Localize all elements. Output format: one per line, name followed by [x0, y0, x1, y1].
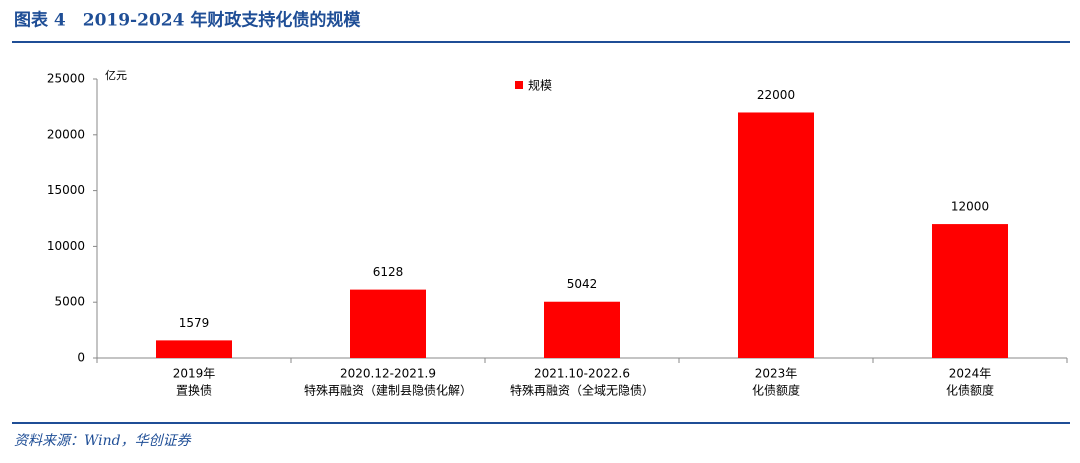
bar [544, 301, 620, 358]
x-tick-label: 化债额度 [752, 383, 800, 398]
x-tick-label: 2020.12-2021.9 [340, 367, 436, 381]
y-tick-label: 5000 [54, 295, 85, 309]
data-label: 6128 [373, 265, 404, 279]
bar [156, 340, 232, 358]
source-note: 资料来源：Wind，华创证券 [14, 433, 192, 449]
data-label: 12000 [951, 200, 989, 214]
legend-swatch [515, 81, 523, 89]
x-tick-label: 特殊再融资（全域无隐债） [510, 383, 654, 398]
x-tick-label: 置换债 [176, 384, 212, 398]
x-tick-label: 2021.10-2022.6 [534, 367, 630, 381]
x-tick-label: 2023年 [755, 367, 798, 381]
unit-label: 亿元 [105, 69, 127, 82]
figure-title: 图表 4 2019-2024 年财政支持化债的规模 [14, 10, 361, 31]
x-tick-label: 2019年 [173, 367, 216, 381]
y-tick-label: 20000 [47, 127, 85, 141]
y-tick-label: 10000 [47, 239, 85, 253]
y-tick-label: 15000 [47, 183, 85, 197]
y-tick-label: 25000 [47, 72, 85, 86]
legend-label: 规模 [528, 78, 552, 93]
data-label: 1579 [179, 316, 210, 330]
y-tick-label: 0 [77, 351, 85, 365]
x-tick-label: 2024年 [949, 367, 992, 381]
x-tick-label: 化债额度 [946, 383, 994, 398]
bar [932, 224, 1008, 358]
bar [738, 112, 814, 358]
data-label: 22000 [757, 88, 795, 102]
x-tick-label: 特殊再融资（建制县隐债化解） [304, 383, 472, 398]
bar [350, 289, 426, 358]
data-label: 5042 [567, 277, 598, 291]
